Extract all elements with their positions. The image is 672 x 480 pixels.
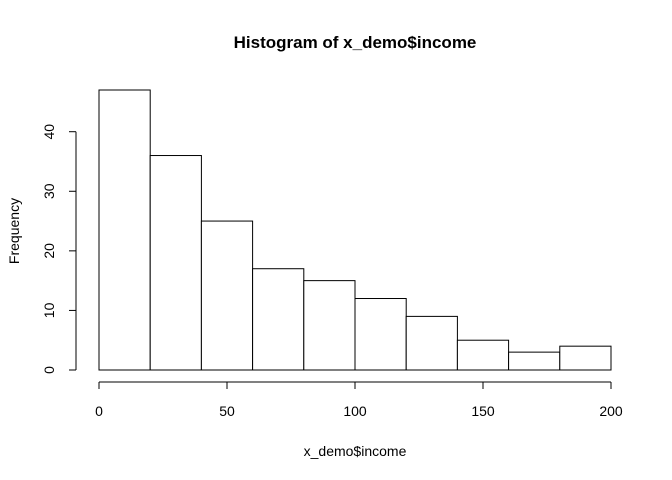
y-tick-label-1: 10 bbox=[41, 302, 57, 318]
x-tick-label-2: 100 bbox=[343, 403, 367, 419]
histogram-bar-5 bbox=[354, 298, 407, 371]
y-tick-label-0: 0 bbox=[41, 366, 57, 374]
chart-title: Histogram of x_demo$income bbox=[234, 33, 477, 52]
x-axis: 0 50 100 150 200 bbox=[95, 381, 623, 419]
y-tick-label-2: 20 bbox=[41, 243, 57, 259]
histogram-bar-2 bbox=[200, 220, 254, 371]
x-axis-label: x_demo$income bbox=[304, 443, 407, 459]
histogram-bar-3 bbox=[252, 268, 305, 371]
histogram-bar-7 bbox=[456, 339, 510, 371]
bars-group bbox=[98, 89, 612, 371]
x-tick-label-4: 200 bbox=[599, 403, 623, 419]
histogram-bar-6 bbox=[405, 315, 458, 371]
x-tick-label-0: 0 bbox=[95, 403, 103, 419]
y-axis-label: Frequency bbox=[6, 198, 22, 264]
y-axis: 0 10 20 30 40 bbox=[41, 124, 77, 374]
x-tick-label-1: 50 bbox=[219, 403, 235, 419]
y-tick-label-4: 40 bbox=[41, 124, 57, 140]
histogram-bar-0 bbox=[98, 89, 151, 371]
histogram-bar-1 bbox=[149, 155, 202, 371]
x-tick-label-3: 150 bbox=[471, 403, 495, 419]
histogram-bar-4 bbox=[303, 280, 356, 371]
histogram-bar-9 bbox=[559, 345, 612, 371]
y-tick-label-3: 30 bbox=[41, 183, 57, 199]
histogram-bar-8 bbox=[508, 351, 561, 371]
